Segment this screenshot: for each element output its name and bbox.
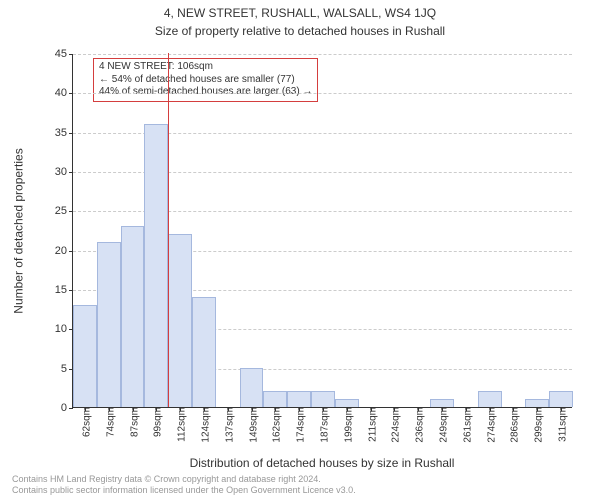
x-tick-label: 199sqm [339,407,354,443]
x-tick-label: 299sqm [530,407,545,443]
y-tick: 40 [55,87,73,99]
histogram-bar [478,391,502,407]
y-tick: 15 [55,284,73,296]
histogram-bar [430,399,454,407]
footer-attribution: Contains HM Land Registry data © Crown c… [12,474,356,497]
y-tick: 35 [55,127,73,139]
histogram-bar [168,234,192,407]
y-axis-label: Number of detached properties [12,54,26,408]
x-tick-label: 137sqm [220,407,235,443]
x-tick-label: 112sqm [173,407,188,442]
x-axis-label: Distribution of detached houses by size … [72,456,572,470]
x-tick-label: 249sqm [435,407,450,443]
histogram-bar [525,399,549,407]
y-tick: 0 [61,402,73,414]
histogram-bar [73,305,97,407]
histogram-bar [97,242,121,407]
x-tick-label: 311sqm [554,407,569,442]
plot-area: 4 NEW STREET: 106sqm← 54% of detached ho… [72,54,572,408]
x-tick-label: 261sqm [458,407,473,443]
reference-line [168,53,169,407]
gridline [73,54,572,55]
annotation-line: ← 54% of detached houses are smaller (77… [99,74,312,87]
x-tick-label: 274sqm [482,407,497,443]
y-tick: 5 [61,363,73,375]
x-tick-label: 174sqm [292,407,307,443]
annotation-line: 44% of semi-detached houses are larger (… [99,86,312,99]
histogram-bar [121,226,145,407]
x-tick-label: 162sqm [268,407,283,443]
x-tick-label: 224sqm [387,407,402,443]
y-tick: 10 [55,323,73,335]
footer-line: Contains public sector information licen… [12,485,356,496]
chart-sub-title: Size of property relative to detached ho… [0,24,600,38]
x-tick-label: 187sqm [316,407,331,443]
histogram-bar [311,391,335,407]
x-tick-label: 87sqm [125,407,140,437]
y-tick: 30 [55,166,73,178]
x-tick-label: 62sqm [77,407,92,437]
chart-sup-title: 4, NEW STREET, RUSHALL, WALSALL, WS4 1JQ [0,6,600,20]
x-tick-label: 74sqm [101,407,116,437]
histogram-bar [263,391,287,407]
x-tick-label: 236sqm [411,407,426,443]
annotation-line: 4 NEW STREET: 106sqm [99,61,312,74]
x-tick-label: 211sqm [363,407,378,442]
histogram-bar [144,124,168,407]
histogram-bar [335,399,359,407]
chart-container: 4, NEW STREET, RUSHALL, WALSALL, WS4 1JQ… [0,0,600,500]
x-tick-label: 286sqm [506,407,521,443]
y-tick: 25 [55,205,73,217]
footer-line: Contains HM Land Registry data © Crown c… [12,474,356,485]
gridline [73,93,572,94]
y-tick: 45 [55,48,73,60]
x-tick-label: 149sqm [244,407,259,443]
y-tick: 20 [55,245,73,257]
histogram-bar [240,368,264,407]
histogram-bar [287,391,311,407]
x-tick-label: 124sqm [196,407,211,443]
x-tick-label: 99sqm [149,407,164,437]
annotation-box: 4 NEW STREET: 106sqm← 54% of detached ho… [93,58,318,102]
histogram-bar [549,391,573,407]
histogram-bar [192,297,216,407]
